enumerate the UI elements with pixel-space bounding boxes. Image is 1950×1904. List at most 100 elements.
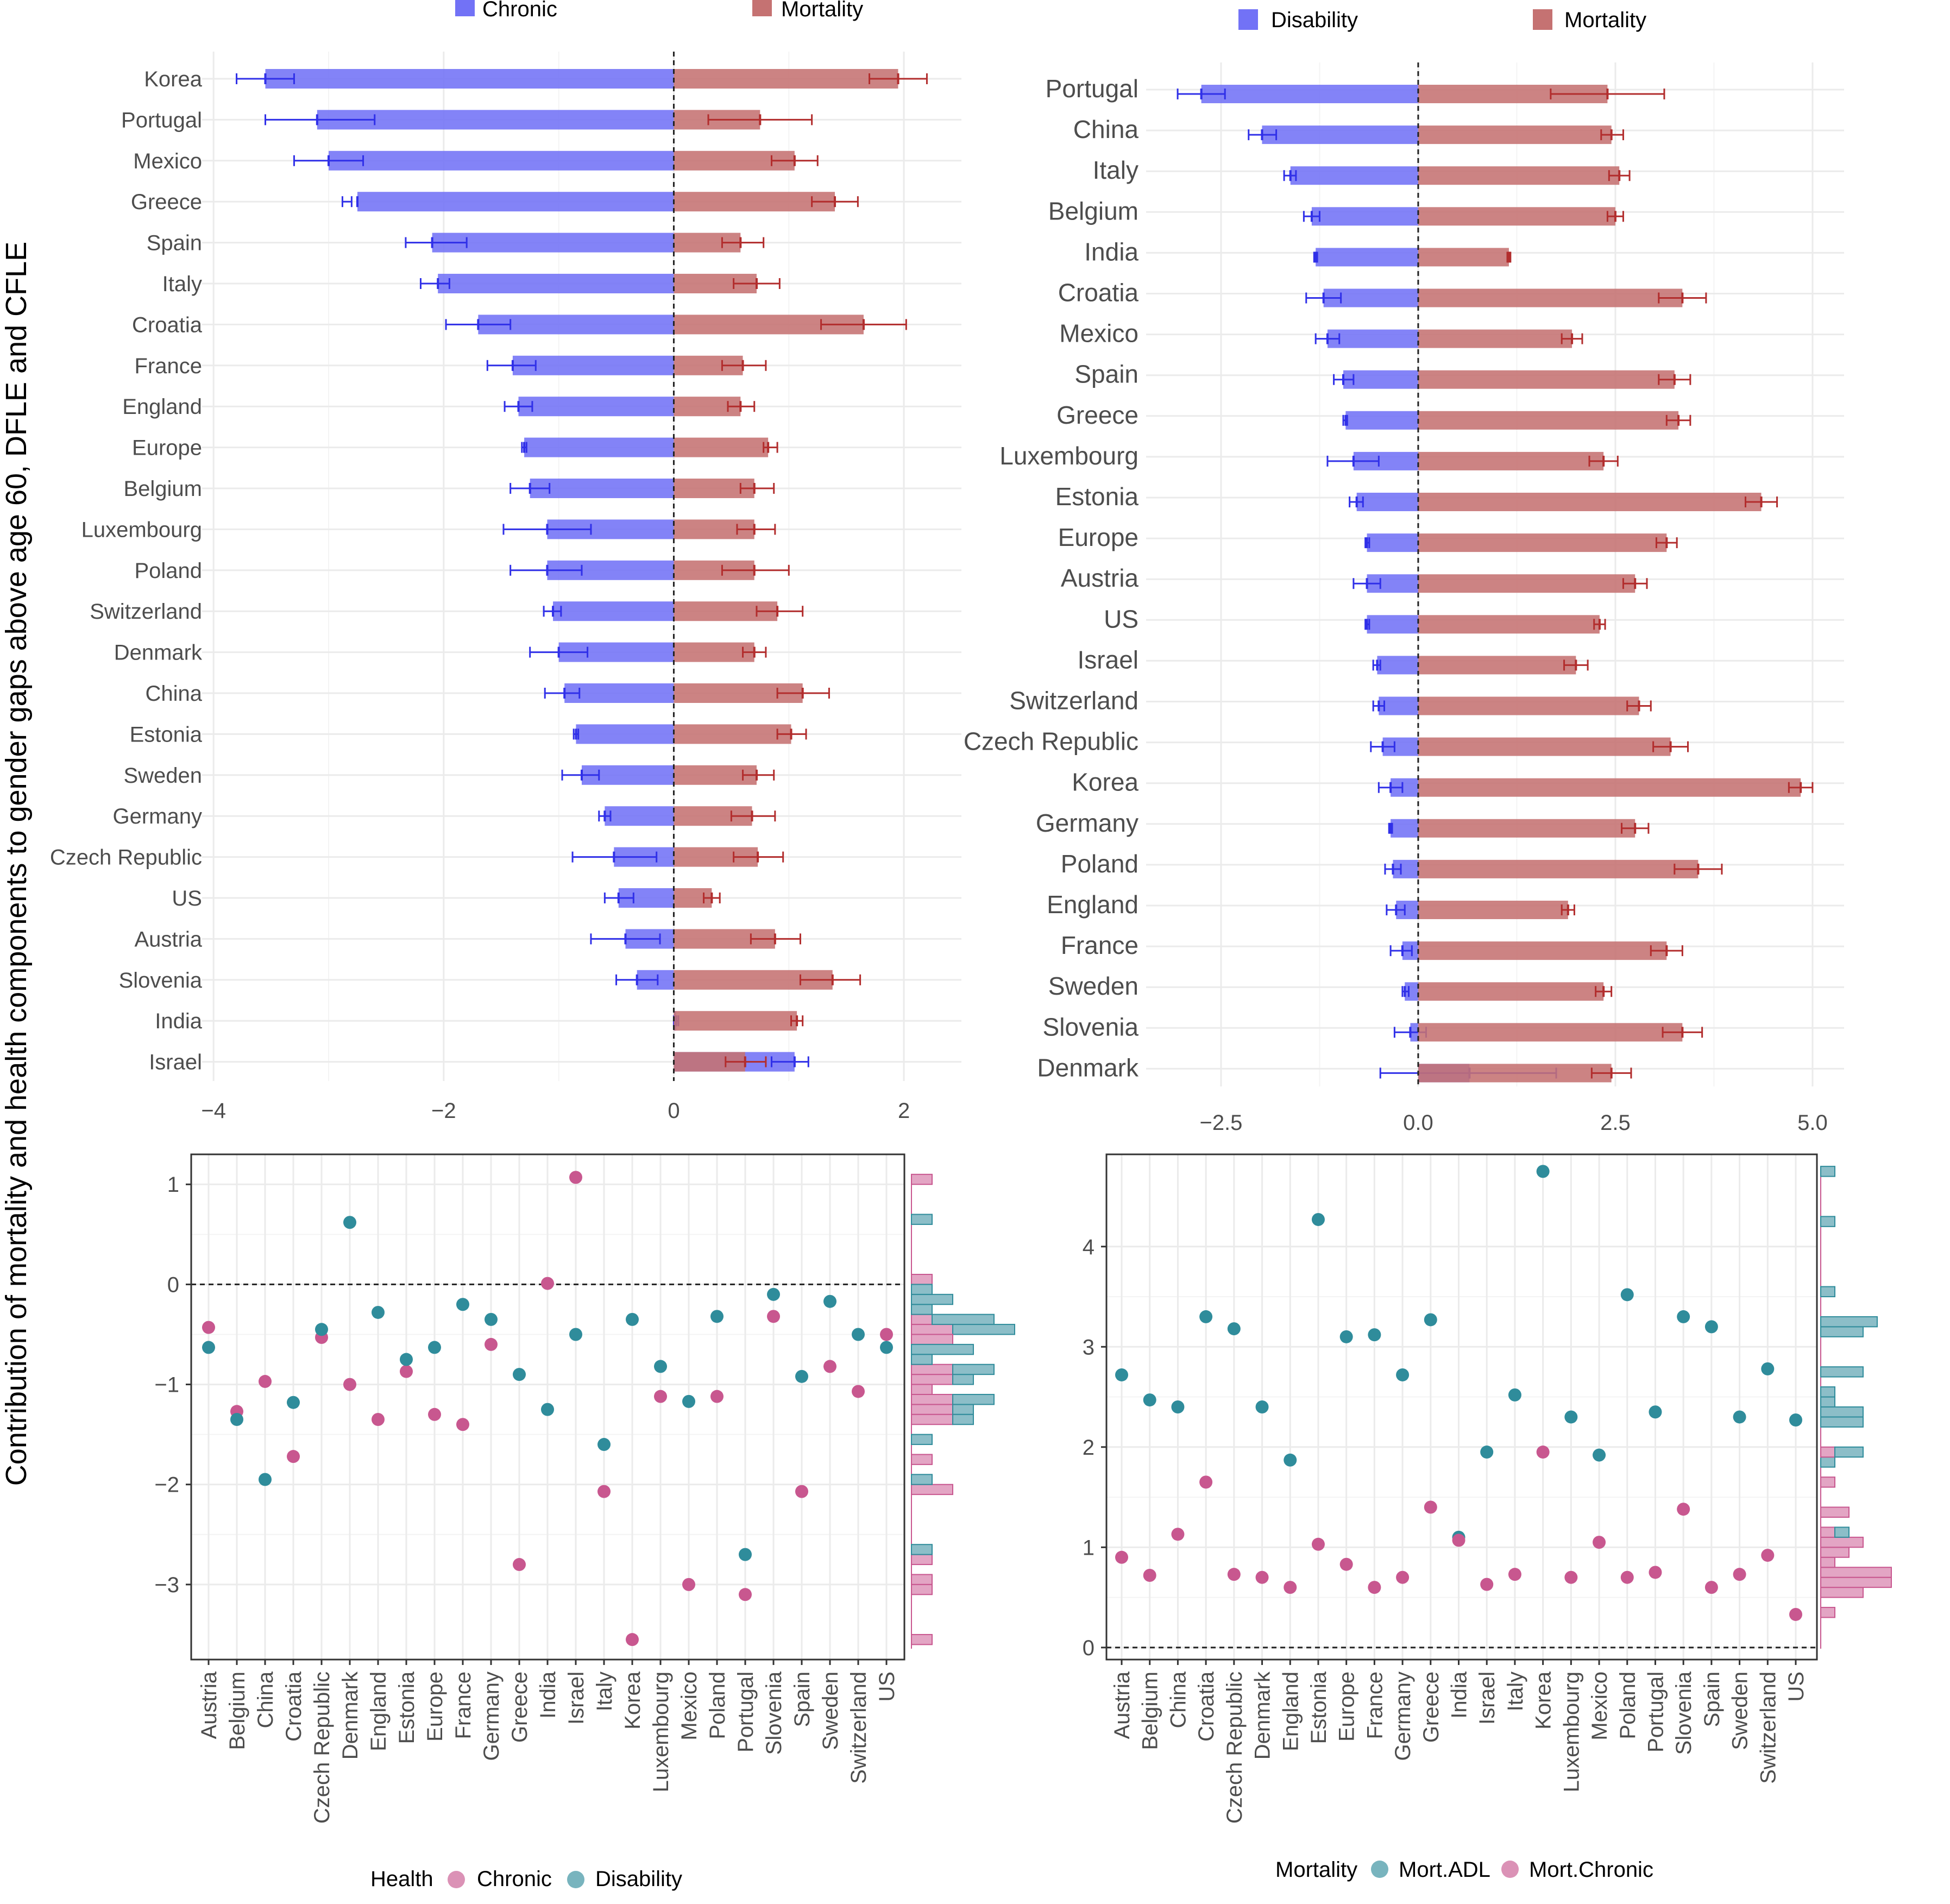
category-label-europe: Europe bbox=[1058, 523, 1138, 551]
category-label-france: France bbox=[1061, 931, 1138, 959]
top-left-plot: −4 −2 0 2 Korea Portugal Mexico Greece Spain Ital… bbox=[50, 52, 961, 1123]
x-tick-label-italy: Italy bbox=[593, 1672, 617, 1711]
category-label-greece: Greece bbox=[131, 190, 202, 214]
category-label-germany: Germany bbox=[113, 805, 203, 828]
histogram-bar-disability bbox=[952, 1324, 1015, 1335]
y-tick-label: 3 bbox=[1083, 1335, 1094, 1359]
legend-key-mort-adl bbox=[1371, 1861, 1388, 1878]
histogram-bar-mort-chronic bbox=[1820, 1567, 1892, 1578]
x-tick-label-china: China bbox=[1166, 1671, 1190, 1728]
histogram-bar-mort-chronic bbox=[1820, 1576, 1892, 1588]
category-label-switzerland: Switzerland bbox=[90, 600, 202, 624]
legend-bottom-right: Mortality Mort.ADL Mort.Chronic bbox=[1275, 1858, 1653, 1882]
bar-mortality-belgium bbox=[1418, 207, 1615, 226]
x-tick-label: 2 bbox=[898, 1099, 910, 1123]
point-mort-adl-denmark bbox=[1255, 1400, 1269, 1413]
point-chronic-europe bbox=[428, 1407, 441, 1421]
point-mort-chronic-france bbox=[1368, 1581, 1381, 1594]
point-chronic-india bbox=[541, 1277, 554, 1290]
category-label-czech-republic: Czech Republic bbox=[50, 846, 202, 870]
legend-label-mort-adl: Mort.ADL bbox=[1399, 1858, 1490, 1882]
category-label-sweden: Sweden bbox=[1048, 972, 1138, 1000]
category-label-spain: Spain bbox=[1074, 360, 1138, 388]
histogram-bar-disability bbox=[911, 1343, 974, 1355]
point-disability-europe bbox=[428, 1341, 441, 1354]
histogram-bar-mort-adl bbox=[1820, 1316, 1878, 1328]
x-tick-label-israel: Israel bbox=[564, 1672, 588, 1725]
point-chronic-switzerland bbox=[852, 1385, 865, 1398]
category-label-poland: Poland bbox=[134, 559, 202, 583]
bar-mortality-england bbox=[1418, 901, 1568, 919]
y-axis-label: Contribution of mortality and health com… bbox=[0, 242, 33, 1486]
x-tick-label-sweden: Sweden bbox=[819, 1672, 842, 1750]
point-mort-adl-israel bbox=[1480, 1446, 1494, 1459]
point-mort-chronic-czech-republic bbox=[1227, 1568, 1241, 1581]
point-disability-estonia bbox=[400, 1353, 413, 1366]
point-mort-chronic-croatia bbox=[1199, 1475, 1213, 1489]
bar-chronic-mexico bbox=[329, 150, 674, 171]
category-label-mexico: Mexico bbox=[133, 149, 202, 173]
bar-disability-us bbox=[1367, 615, 1418, 634]
point-mort-adl-estonia bbox=[1311, 1212, 1325, 1226]
bar-chronic-spain bbox=[432, 232, 674, 253]
point-mort-chronic-england bbox=[1284, 1581, 1297, 1594]
bar-disability-greece bbox=[1345, 411, 1418, 430]
histogram-bar-chronic bbox=[911, 1583, 933, 1595]
x-tick-label-belgium: Belgium bbox=[1138, 1672, 1162, 1750]
x-tick-label: 0.0 bbox=[1403, 1111, 1433, 1135]
point-mort-chronic-estonia bbox=[1311, 1537, 1325, 1551]
point-chronic-poland bbox=[710, 1390, 724, 1403]
point-mort-adl-poland bbox=[1620, 1288, 1634, 1302]
x-tick-label-germany: Germany bbox=[480, 1672, 504, 1761]
x-tick-label-france: France bbox=[1363, 1672, 1387, 1739]
x-tick-label-belgium: Belgium bbox=[225, 1672, 249, 1750]
bar-mortality-israel bbox=[1418, 656, 1576, 675]
histogram-bar-disability bbox=[911, 1293, 953, 1305]
point-chronic-us bbox=[880, 1328, 893, 1341]
bar-mortality-denmark bbox=[674, 642, 754, 662]
bar-mortality-italy bbox=[1418, 166, 1620, 185]
point-disability-us bbox=[880, 1341, 893, 1354]
histogram-bar-disability bbox=[932, 1314, 995, 1325]
bar-disability-spain bbox=[1343, 370, 1418, 389]
category-label-mexico: Mexico bbox=[1059, 319, 1138, 348]
point-chronic-korea bbox=[626, 1633, 639, 1647]
histogram-bar-chronic bbox=[911, 1413, 953, 1425]
legend-label-mort-chronic: Mort.Chronic bbox=[1529, 1858, 1653, 1882]
histogram-bar-mort-adl bbox=[1820, 1386, 1835, 1398]
panel-bottom-right: 0 1 2 3 4 Austria Belgium China Croatia Czech Rep… bbox=[1083, 1153, 1892, 1882]
bar-mortality-us bbox=[1418, 615, 1600, 634]
bar-mortality-greece bbox=[1418, 411, 1679, 430]
histogram-bar-disability bbox=[911, 1214, 933, 1225]
histogram-bar-mort-adl bbox=[1820, 1216, 1835, 1227]
legend-bottom-left: Health Chronic Disability bbox=[370, 1867, 682, 1891]
histogram-bar-disability bbox=[911, 1474, 933, 1485]
bar-mortality-switzerland bbox=[1418, 696, 1639, 715]
category-label-france: France bbox=[135, 354, 203, 378]
legend-label-chronic-point: Chronic bbox=[477, 1867, 552, 1891]
histogram-bar-chronic bbox=[911, 1633, 933, 1645]
histogram-bar-mort-chronic bbox=[1820, 1536, 1864, 1548]
legend-key-mort-chronic bbox=[1501, 1861, 1519, 1878]
bar-mortality-india bbox=[674, 1011, 797, 1031]
x-tick-label-korea: Korea bbox=[1532, 1671, 1556, 1729]
point-disability-portugal bbox=[739, 1548, 752, 1561]
bar-chronic-france bbox=[512, 355, 674, 375]
histogram-bar-chronic bbox=[911, 1404, 953, 1415]
histogram-bar-mort-adl bbox=[1820, 1366, 1864, 1378]
legend-label-chronic: Chronic bbox=[482, 0, 557, 21]
legend-top-right: Disability Mortality bbox=[1238, 8, 1646, 32]
point-chronic-italy bbox=[597, 1485, 611, 1498]
histogram-bar-mort-chronic bbox=[1820, 1446, 1835, 1458]
histogram-bar-mort-adl bbox=[1820, 1456, 1835, 1468]
legend-key-chronic-point bbox=[448, 1871, 465, 1888]
point-chronic-greece bbox=[513, 1558, 526, 1572]
legend-key-disability-point bbox=[567, 1871, 584, 1888]
point-mort-chronic-luxembourg bbox=[1564, 1570, 1578, 1584]
category-label-israel: Israel bbox=[1078, 645, 1138, 674]
histogram-bar-chronic bbox=[911, 1334, 953, 1345]
bar-disability-india bbox=[1316, 248, 1418, 267]
category-label-germany: Germany bbox=[1036, 809, 1138, 837]
category-label-switzerland: Switzerland bbox=[1009, 687, 1138, 715]
legend-key-mortality-right bbox=[1533, 9, 1552, 30]
